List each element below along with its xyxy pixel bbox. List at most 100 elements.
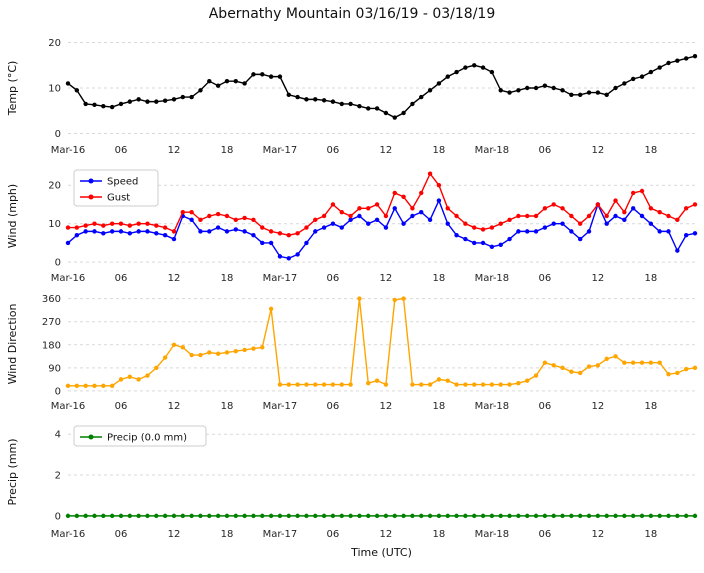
data-point: [586, 229, 592, 234]
data-point: [277, 513, 283, 519]
data-point: [224, 229, 230, 234]
y-tick-label: 10: [48, 84, 61, 95]
data-point: [383, 225, 389, 230]
data-point: [454, 513, 459, 519]
x-tick-label: Mar-17: [263, 401, 298, 412]
data-point: [136, 97, 141, 102]
data-point: [145, 221, 150, 226]
data-point: [419, 190, 424, 196]
data-point: [145, 513, 150, 519]
data-point: [180, 209, 186, 215]
data-point: [233, 513, 238, 519]
data-point: [622, 513, 627, 519]
data-point: [374, 106, 380, 111]
data-point: [657, 513, 662, 519]
data-point: [683, 366, 689, 372]
data-point: [171, 513, 177, 519]
data-point: [304, 513, 309, 519]
x-tick-label: 18: [433, 273, 446, 284]
data-point: [498, 513, 503, 519]
data-point: [304, 240, 309, 246]
data-point: [260, 225, 265, 230]
x-tick-label: 06: [115, 401, 128, 412]
y-tick-label: 0: [55, 386, 61, 397]
data-point: [65, 240, 71, 246]
data-point: [533, 85, 539, 91]
x-tick-label: 18: [433, 401, 446, 412]
data-point: [366, 381, 371, 386]
data-point: [586, 513, 592, 519]
y-tick-label: 4: [55, 430, 61, 441]
data-point: [162, 225, 168, 230]
legend-marker-sample: [88, 178, 94, 184]
data-point: [445, 221, 450, 226]
data-point: [525, 213, 530, 219]
data-point: [383, 110, 389, 116]
data-point: [516, 229, 521, 234]
data-point: [83, 101, 88, 107]
data-point: [410, 382, 415, 387]
data-point: [560, 221, 565, 226]
data-point: [92, 229, 97, 234]
data-point: [613, 198, 618, 203]
data-point: [330, 221, 336, 226]
data-point: [648, 206, 654, 211]
data-point: [392, 190, 397, 196]
data-point: [613, 213, 618, 219]
data-point: [171, 342, 177, 347]
data-point: [560, 365, 565, 371]
data-point: [683, 233, 689, 238]
data-point: [419, 513, 424, 519]
subplot-precip: 0 2 4 Mar-16 06 12 18 Mar-17 06 12 18 Mar-18 06 12 18 P…: [6, 425, 698, 559]
data-point: [251, 233, 256, 238]
data-point: [224, 513, 230, 519]
data-point: [427, 513, 433, 519]
data-point: [233, 348, 238, 354]
data-point: [648, 221, 654, 226]
data-point: [507, 513, 512, 519]
data-point: [242, 229, 247, 234]
x-tick-label: Mar-17: [263, 273, 298, 284]
data-point: [65, 513, 71, 519]
data-point: [542, 206, 548, 211]
data-point: [295, 382, 300, 387]
y-axis-label: Temp (°C): [6, 61, 19, 117]
data-point: [436, 81, 442, 86]
x-tick-label: Mar-17: [263, 529, 298, 540]
data-point: [472, 240, 477, 246]
data-point: [357, 213, 362, 219]
data-point: [127, 223, 133, 228]
series-line-Gust: [68, 172, 696, 236]
data-point: [101, 231, 106, 236]
data-point: [348, 217, 353, 223]
x-tick-label: Mar-18: [475, 145, 510, 156]
data-point: [401, 296, 406, 301]
data-point: [180, 345, 186, 350]
data-point: [683, 513, 689, 519]
data-point: [480, 227, 486, 232]
data-point: [604, 213, 609, 219]
data-point: [74, 233, 80, 238]
data-point: [348, 513, 353, 519]
data-point: [374, 217, 380, 223]
data-point: [648, 360, 654, 365]
data-point: [516, 381, 521, 386]
data-point: [525, 513, 530, 519]
data-point: [83, 383, 88, 388]
y-tick-label: 20: [48, 181, 61, 192]
data-point: [622, 217, 627, 223]
data-point: [542, 225, 548, 230]
data-point: [436, 198, 442, 203]
legend-marker-sample: [88, 194, 94, 200]
data-point: [666, 372, 671, 377]
data-point: [260, 72, 265, 77]
data-point: [648, 513, 654, 519]
data-point: [118, 377, 124, 382]
data-point: [101, 223, 106, 228]
data-point: [675, 248, 680, 253]
data-point: [136, 513, 141, 519]
data-point: [189, 209, 194, 215]
data-point: [171, 97, 177, 102]
data-point: [171, 229, 177, 234]
data-point: [419, 94, 424, 100]
